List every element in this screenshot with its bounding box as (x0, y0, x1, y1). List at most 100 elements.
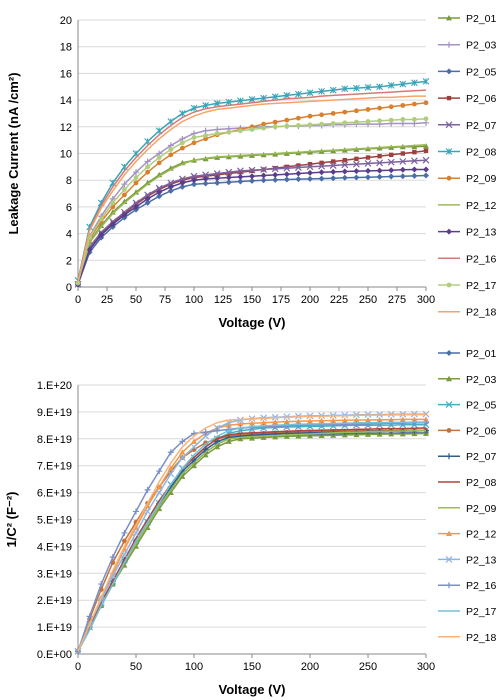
data-point (387, 158, 395, 166)
series-line (77, 95, 426, 282)
legend-entry: P2_03 (438, 374, 497, 386)
series-p2-17 (75, 116, 429, 286)
legend-label: P2_06 (466, 93, 497, 105)
data-point (411, 166, 418, 173)
legend-entry: P2_08 (438, 477, 497, 489)
data-point (98, 222, 105, 228)
data-point (376, 416, 383, 423)
data-point (399, 166, 406, 173)
data-point (365, 420, 371, 427)
series-p2-13 (75, 166, 429, 288)
data-point (215, 172, 220, 178)
legend-label: P2_05 (466, 400, 497, 412)
x-tick-label: 225 (330, 294, 348, 306)
data-point (411, 416, 418, 422)
series-p2-08 (77, 427, 427, 652)
data-point (133, 180, 139, 186)
data-point (214, 175, 221, 182)
data-point (261, 121, 266, 127)
y-tick-label: 2 (66, 255, 72, 267)
legend-label: P2_06 (466, 425, 497, 437)
data-point (75, 280, 81, 286)
data-point (98, 581, 105, 588)
data-point (133, 203, 139, 210)
data-point (191, 140, 197, 146)
series-line (77, 122, 427, 284)
data-point (400, 151, 405, 156)
legend-entry: P2_12 (438, 200, 497, 212)
y-axis-title: 1/C² (F⁻²) (4, 492, 19, 548)
data-point (272, 423, 279, 430)
y-axis-title: Leakage Current (nA /cm²) (6, 72, 21, 234)
data-point (144, 195, 151, 202)
data-point (423, 416, 429, 422)
data-point (318, 169, 325, 176)
data-point (283, 422, 290, 429)
data-point (296, 115, 301, 121)
data-point (238, 169, 243, 175)
data-point (306, 89, 314, 97)
x-tick-label: 50 (130, 294, 142, 306)
data-point (248, 166, 256, 174)
x-tick-label: 50 (130, 661, 142, 673)
data-point (400, 103, 406, 108)
data-point (214, 427, 221, 434)
data-point (191, 462, 197, 469)
data-point (283, 164, 291, 172)
y-tick-label: 0 (66, 282, 72, 294)
y-tick-label: 20 (60, 15, 72, 27)
data-point (156, 160, 162, 166)
data-point (411, 419, 418, 426)
data-point (237, 178, 244, 185)
data-point (98, 216, 104, 222)
series-p2-13 (74, 410, 430, 655)
data-point (423, 172, 429, 179)
data-point (121, 181, 128, 188)
legend-label: P2_18 (466, 632, 497, 644)
data-point (284, 117, 290, 123)
legend-entry: P2_09 (438, 503, 497, 515)
data-point (180, 145, 185, 151)
legend-entry: P2_18 (438, 632, 497, 644)
data-point (306, 163, 314, 171)
legend-label: P2_16 (466, 580, 497, 592)
data-point (179, 179, 186, 186)
data-point (353, 416, 360, 423)
data-point (121, 529, 128, 536)
data-point (190, 104, 198, 112)
data-point (399, 80, 407, 88)
x-tick-label: 0 (75, 661, 81, 673)
legend-label: P2_08 (466, 477, 497, 489)
x-axis-title: Voltage (V) (219, 682, 286, 697)
legend-label: P2_12 (466, 200, 497, 212)
data-point (422, 156, 430, 164)
data-point (376, 83, 383, 91)
data-point (354, 119, 359, 125)
data-point (225, 422, 232, 428)
data-point (412, 101, 417, 107)
data-point (295, 170, 302, 177)
data-point (248, 96, 256, 103)
data-point (272, 176, 279, 183)
data-point (144, 158, 151, 165)
data-point (330, 421, 337, 428)
capacitance-chart: 0.E+00 1.E+19 2.E+19 3.E+19 4.E+19 5.E+19 6.E+… (4, 350, 497, 697)
y-tick-label: 1.E+20 (37, 380, 72, 392)
x-tick-label: 300 (417, 294, 435, 306)
data-point (307, 161, 313, 167)
data-point (284, 164, 289, 170)
legend-marker (446, 428, 452, 433)
data-point (86, 246, 93, 253)
data-point (145, 169, 151, 175)
data-point (237, 421, 244, 427)
legend-label: P2_03 (466, 40, 497, 52)
data-point (410, 157, 418, 165)
series-line (77, 421, 426, 652)
data-point (330, 121, 336, 126)
legend-entry: P2_01 (438, 350, 497, 360)
data-point (213, 100, 221, 107)
data-point (399, 416, 406, 422)
data-point (122, 192, 127, 198)
data-point (411, 79, 418, 87)
data-point (376, 420, 383, 427)
